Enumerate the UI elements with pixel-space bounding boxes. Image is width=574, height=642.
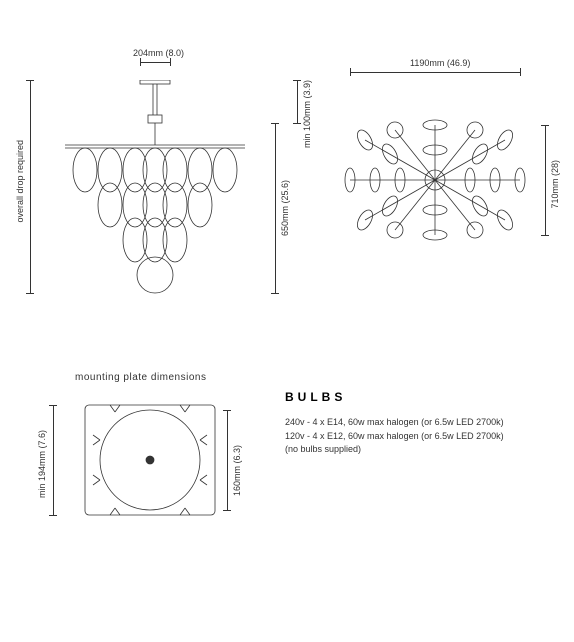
side-height-label: 650mm (25.6) (280, 180, 290, 236)
mounting-height-label: 160mm (6.3) (232, 445, 242, 496)
side-view-diagram: 204mm (8.0) 650mm (25.6) min 100mm (3.9)… (45, 80, 265, 310)
mounting-title: mounting plate dimensions (75, 372, 206, 383)
bulbs-line2: 120v - 4 x E12, 60w max halogen (or 6.5w… (285, 430, 565, 444)
mounting-width-label: min 194mm (7.6) (37, 430, 47, 498)
side-overall-label: overall drop required (15, 140, 25, 223)
top-width-label: 1190mm (46.9) (410, 58, 470, 68)
bulbs-section: BULBS 240v - 4 x E14, 60w max halogen (o… (285, 390, 565, 457)
mounting-plate-diagram: mounting plate dimensions min 194mm (7.6… (65, 390, 235, 570)
side-mindrop-label: min 100mm (3.9) (302, 80, 312, 148)
bulbs-title: BULBS (285, 390, 565, 404)
top-view-diagram: 1190mm (46.9) 710mm (28) (335, 90, 535, 290)
bulbs-line1: 240v - 4 x E14, 60w max halogen (or 6.5w… (285, 416, 565, 430)
top-height-label: 710mm (28) (550, 160, 560, 209)
side-width-label: 204mm (8.0) (133, 48, 184, 58)
bulbs-line3: (no bulbs supplied) (285, 443, 565, 457)
